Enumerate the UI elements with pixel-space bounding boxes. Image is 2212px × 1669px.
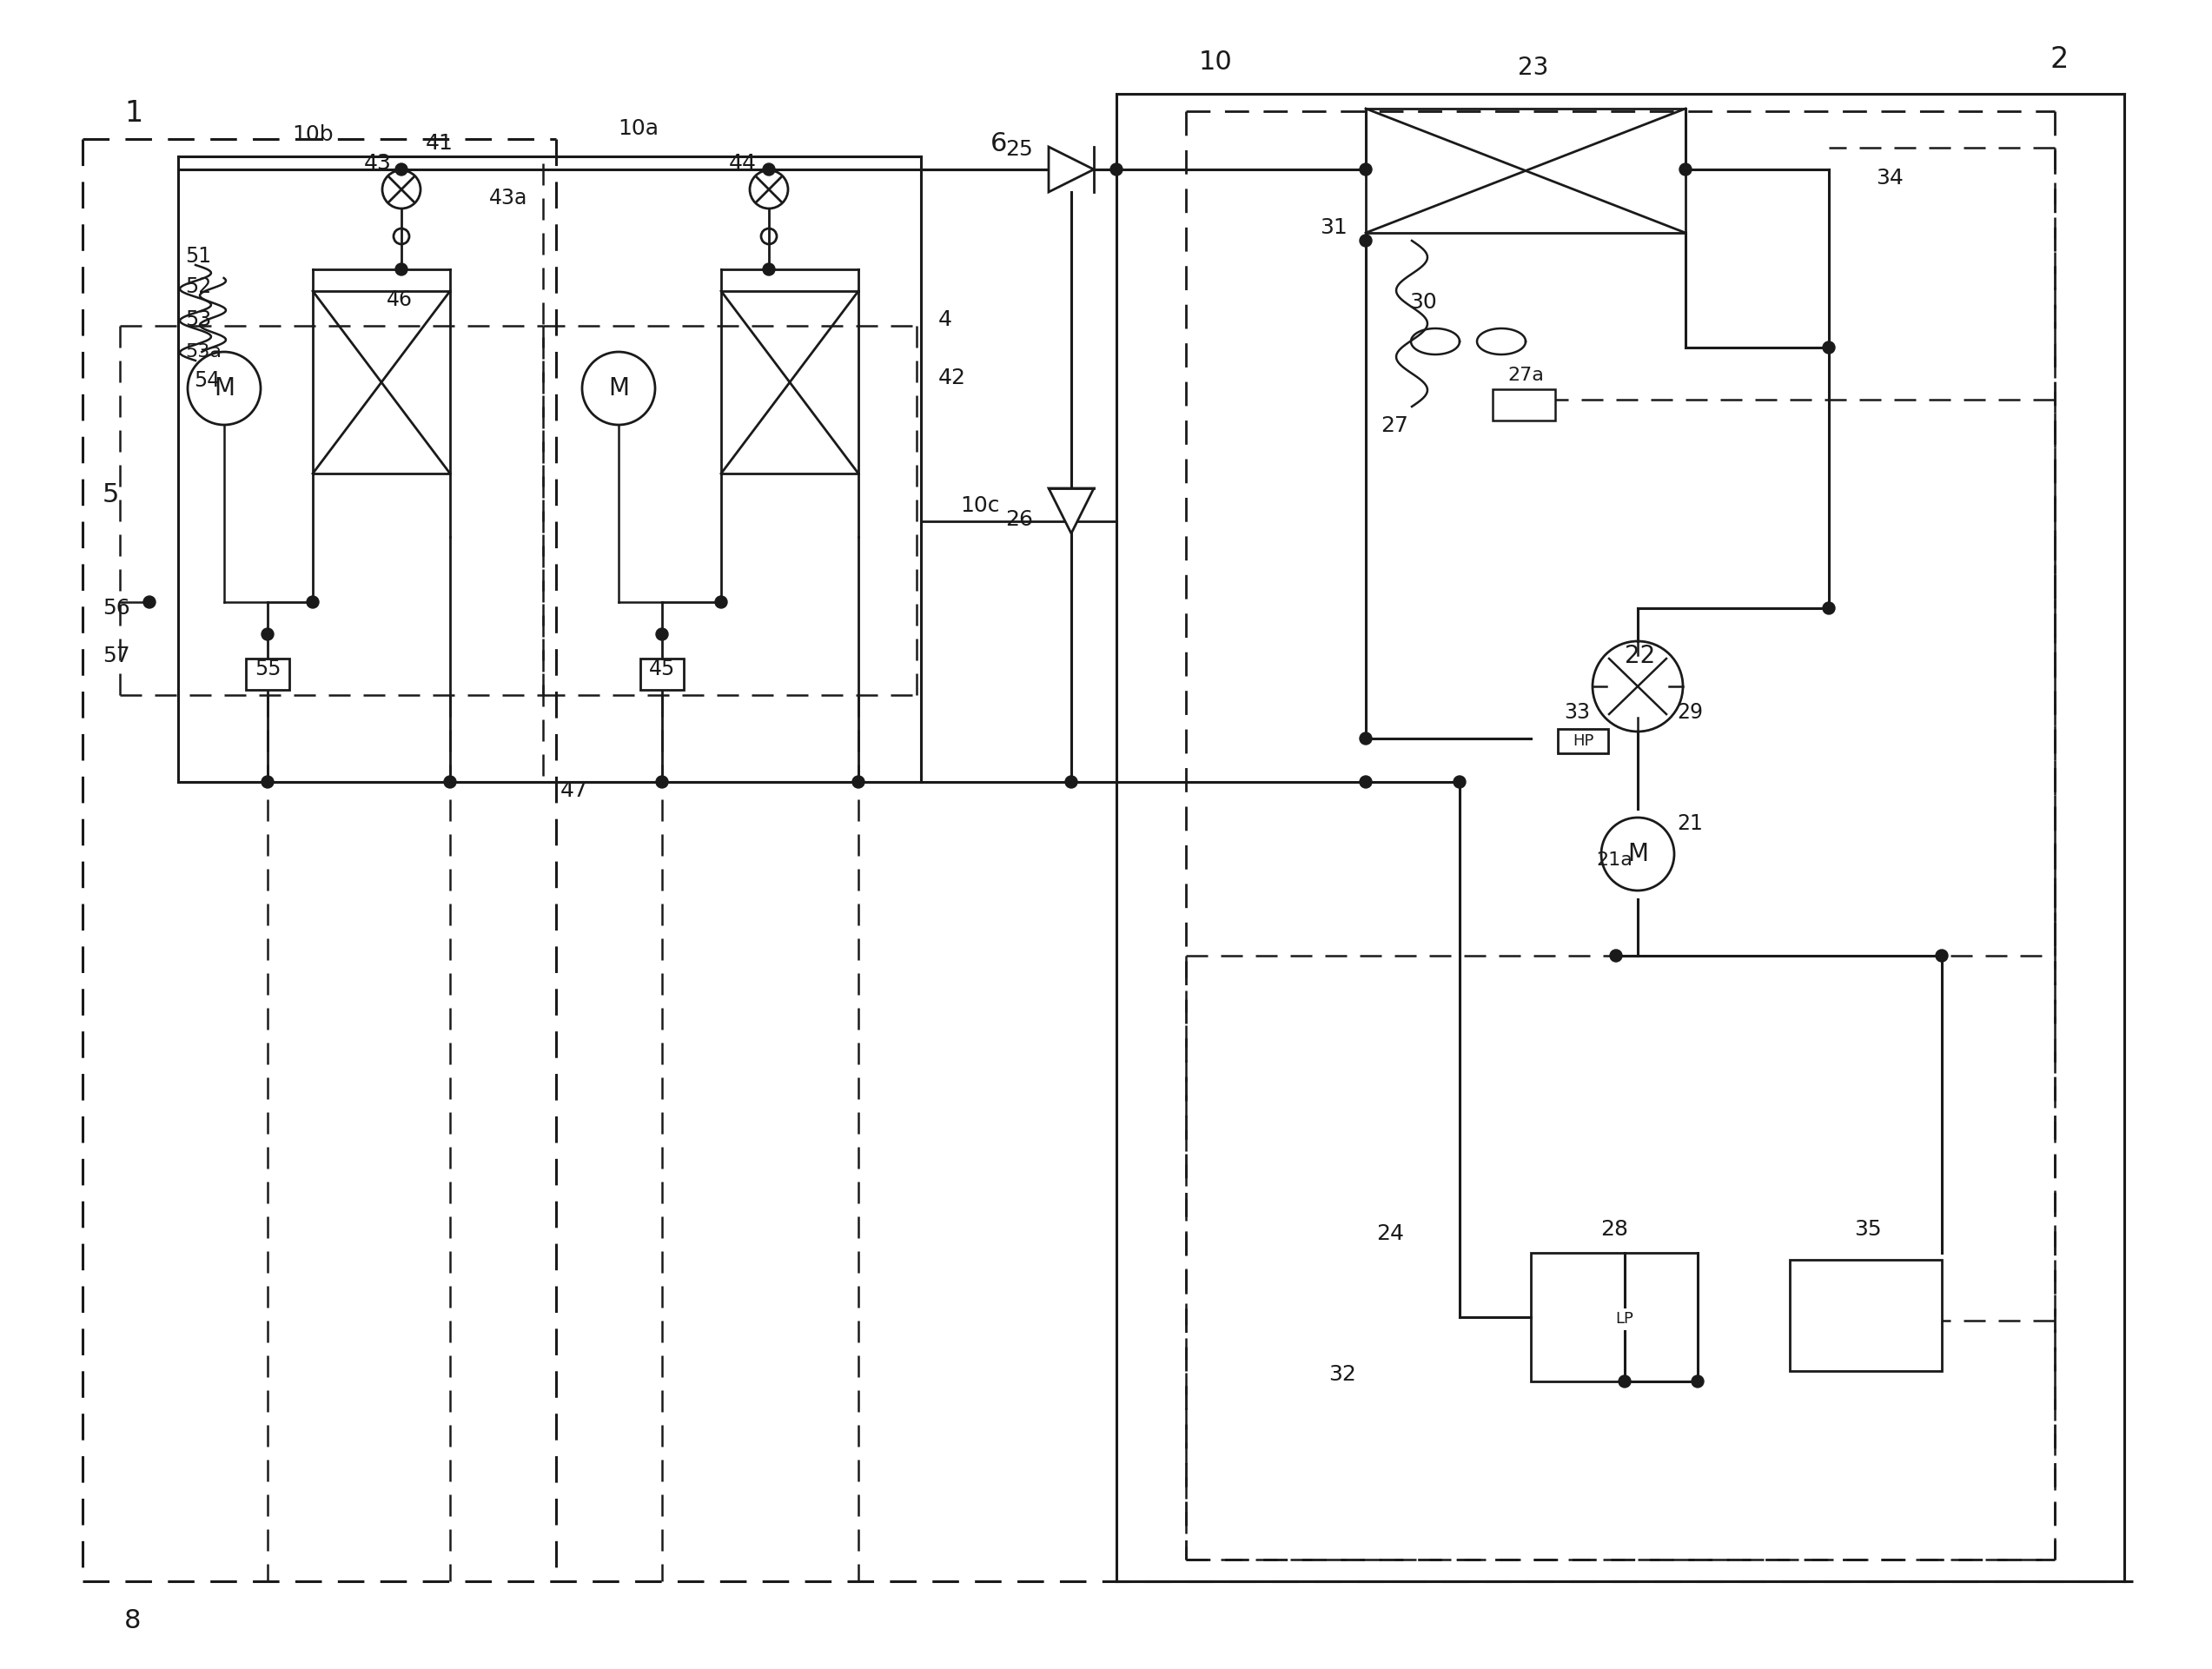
Circle shape [445, 776, 456, 788]
Text: M: M [608, 376, 628, 401]
Text: 25: 25 [1004, 139, 1033, 160]
Text: 10: 10 [1199, 50, 1232, 75]
Text: 45: 45 [648, 659, 675, 679]
Text: 21: 21 [1677, 813, 1703, 834]
Circle shape [1110, 164, 1121, 175]
Circle shape [1823, 342, 1836, 354]
Text: 10b: 10b [292, 124, 334, 145]
Circle shape [383, 170, 420, 209]
Circle shape [852, 776, 865, 788]
Bar [721, 290, 858, 474]
Text: 32: 32 [1329, 1364, 1356, 1385]
Bar [1790, 1260, 1942, 1370]
Circle shape [1610, 950, 1621, 961]
Text: 34: 34 [1876, 167, 1905, 189]
Circle shape [761, 229, 776, 244]
Bar [246, 659, 290, 689]
Bar [1599, 1307, 1650, 1332]
Bar [1493, 389, 1555, 421]
Circle shape [1936, 950, 1949, 961]
Circle shape [1360, 733, 1371, 744]
Text: 22: 22 [1626, 644, 1655, 668]
Circle shape [1360, 776, 1371, 788]
Text: 10c: 10c [960, 496, 1000, 516]
Text: 53a: 53a [186, 344, 221, 361]
Text: 52: 52 [186, 277, 212, 297]
Circle shape [261, 628, 274, 641]
Text: M: M [215, 376, 234, 401]
Circle shape [1360, 164, 1371, 175]
Circle shape [1601, 818, 1674, 891]
Circle shape [750, 170, 787, 209]
Circle shape [582, 352, 655, 426]
Text: LP: LP [1615, 1312, 1635, 1327]
Text: HP: HP [1573, 733, 1593, 749]
Circle shape [657, 628, 668, 641]
Circle shape [763, 264, 774, 275]
Circle shape [1066, 776, 1077, 788]
Circle shape [188, 352, 261, 426]
Polygon shape [1048, 489, 1095, 534]
Text: 21a: 21a [1597, 851, 1632, 870]
Circle shape [1453, 776, 1467, 788]
Text: 10a: 10a [617, 118, 659, 139]
Circle shape [1360, 235, 1371, 247]
Text: 35: 35 [1854, 1218, 1882, 1240]
Bar [1557, 729, 1608, 753]
Circle shape [394, 229, 409, 244]
Text: 5: 5 [102, 482, 119, 507]
Circle shape [1619, 1375, 1630, 1387]
Circle shape [144, 596, 155, 608]
Text: 42: 42 [938, 367, 967, 389]
Text: 57: 57 [102, 646, 131, 666]
Text: 4: 4 [938, 309, 951, 330]
Text: 2: 2 [2051, 45, 2068, 73]
Text: 55: 55 [254, 659, 281, 679]
Text: 54: 54 [192, 371, 219, 391]
Text: 23: 23 [1517, 55, 1548, 80]
Polygon shape [1048, 147, 1095, 192]
Text: 43: 43 [365, 154, 392, 174]
Text: 8: 8 [124, 1607, 142, 1632]
Text: 29: 29 [1677, 703, 1703, 723]
Circle shape [657, 776, 668, 788]
Bar [312, 290, 449, 474]
Circle shape [763, 164, 774, 175]
Text: 46: 46 [387, 289, 414, 310]
Text: 6: 6 [991, 130, 1006, 155]
Circle shape [396, 264, 407, 275]
Bar [1365, 108, 1686, 234]
Text: 43a: 43a [489, 187, 526, 209]
Circle shape [1692, 1375, 1703, 1387]
Circle shape [1823, 603, 1836, 614]
Bar [639, 659, 684, 689]
Circle shape [261, 776, 274, 788]
Text: 1: 1 [124, 98, 144, 127]
Text: 27: 27 [1380, 416, 1409, 436]
Text: 27a: 27a [1506, 367, 1544, 384]
Circle shape [1593, 641, 1683, 731]
Text: 31: 31 [1321, 217, 1347, 239]
Circle shape [714, 596, 728, 608]
Text: 51: 51 [186, 245, 210, 267]
Text: 41: 41 [425, 134, 453, 154]
Text: 26: 26 [1004, 509, 1033, 531]
Text: 30: 30 [1409, 292, 1438, 312]
Circle shape [396, 164, 407, 175]
Bar [1531, 1253, 1697, 1382]
Text: 53: 53 [186, 309, 212, 330]
Text: 56: 56 [102, 598, 131, 619]
Text: 47: 47 [560, 779, 588, 801]
Text: 24: 24 [1376, 1223, 1405, 1243]
Circle shape [1679, 164, 1692, 175]
Text: 44: 44 [730, 154, 757, 174]
Text: M: M [1628, 841, 1648, 866]
Text: 33: 33 [1564, 703, 1590, 723]
Text: 28: 28 [1599, 1218, 1628, 1240]
Circle shape [307, 596, 319, 608]
